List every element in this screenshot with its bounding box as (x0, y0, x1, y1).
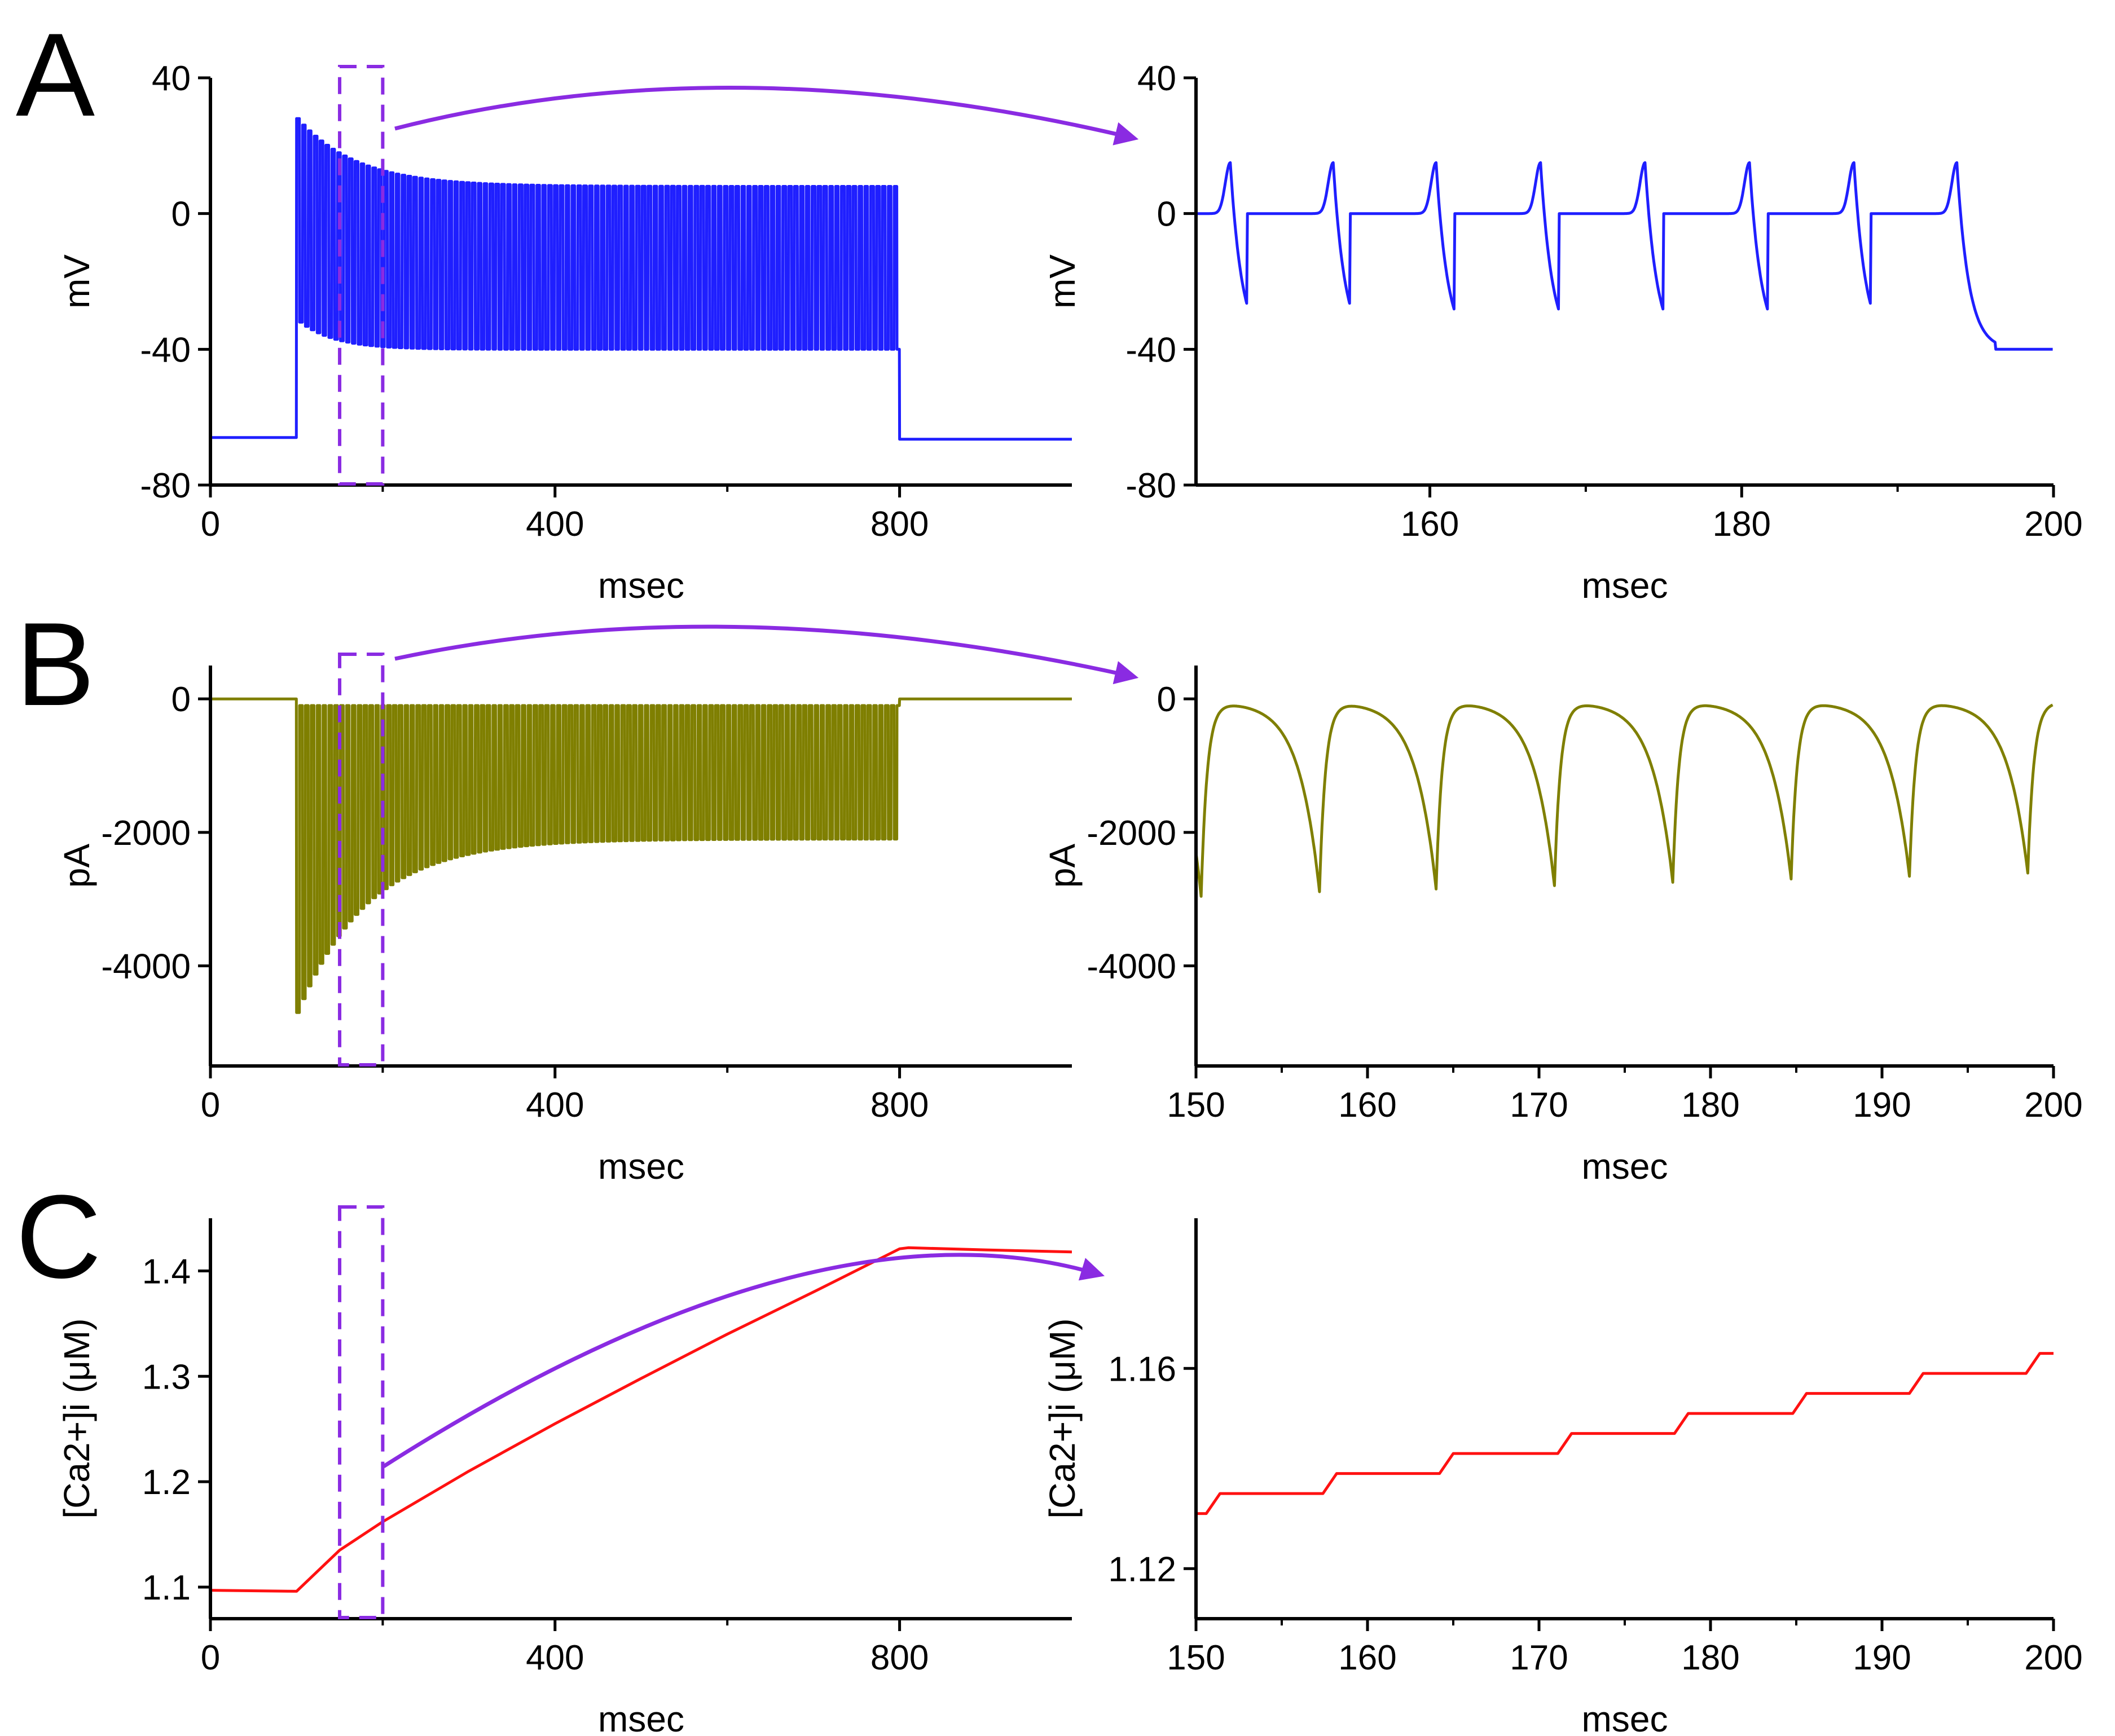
x-tick-label: 190 (1853, 1086, 1911, 1125)
y-axis-title: [Ca2+]i (μM) (56, 1318, 97, 1518)
y-tick-label: -40 (1125, 331, 1176, 369)
y-tick-label: 40 (152, 59, 191, 98)
x-tick-label: 160 (1338, 1086, 1396, 1125)
y-axis-title: pA (1042, 844, 1083, 888)
x-tick-label: 180 (1681, 1638, 1739, 1677)
x-tick-label: 0 (201, 505, 220, 544)
x-tick-label: 400 (526, 1638, 584, 1677)
plot-b-right: 150 160 170 180 190 200 0 -2000 -4000 msec pA (1042, 666, 2083, 1187)
y-tick-label: 1.3 (142, 1358, 191, 1396)
y-tick-label: -80 (1125, 466, 1176, 505)
x-tick-label: 150 (1167, 1086, 1225, 1125)
series-line-c-right (1196, 1352, 2054, 1515)
plot-c-right: 150 160 170 180 190 200 1.12 1.16 msec [Ca2+]i (μ… (1042, 1218, 2083, 1736)
x-tick-label: 160 (1338, 1638, 1396, 1677)
x-axis-title: msec (1582, 1699, 1668, 1736)
x-axis-title: msec (598, 565, 684, 606)
x-tick-label: 800 (870, 505, 929, 544)
x-axis-title: msec (598, 1699, 684, 1736)
y-tick-label: 1.2 (142, 1463, 191, 1502)
x-tick-label: 170 (1510, 1638, 1568, 1677)
series-line-a-right (1196, 161, 2054, 351)
y-tick-label: -4000 (101, 948, 191, 986)
x-tick-label: 190 (1853, 1638, 1911, 1677)
y-tick-label: -4000 (1087, 948, 1176, 986)
y-tick-label: -40 (140, 331, 191, 369)
y-axis-title: pA (56, 844, 97, 888)
plot-b-left: 0 400 800 0 -2000 -4000 msec pA (56, 653, 1072, 1187)
series-line-b-right (1196, 703, 2054, 898)
plot-c-left: 0 400 800 1.1 1.2 1.3 1.4 msec [Ca2+]i (μM) (56, 1205, 1072, 1736)
x-axis-title: msec (1582, 565, 1668, 606)
y-tick-label: 40 (1137, 59, 1176, 98)
zoom-arrow-a (394, 86, 1139, 146)
y-tick-label: -80 (140, 466, 191, 505)
x-tick-label: 180 (1713, 505, 1771, 544)
panel-letter-b: B (16, 598, 95, 730)
x-tick-label: 150 (1167, 1638, 1225, 1677)
y-tick-label: 1.4 (142, 1252, 191, 1291)
x-axis-title: msec (598, 1146, 684, 1187)
x-tick-label: 180 (1681, 1086, 1739, 1125)
zoom-window-box (338, 653, 385, 1067)
x-tick-label: 170 (1510, 1086, 1568, 1125)
x-tick-label: 400 (526, 505, 584, 544)
y-tick-label: 0 (1157, 195, 1176, 234)
zoom-window-box (338, 65, 385, 486)
series-line-a-left (210, 117, 1072, 441)
zoom-arrow-b (394, 624, 1139, 685)
plot-a-right: 160 180 200 40 0 -40 -80 msec mV (1042, 59, 2083, 606)
y-tick-label: -2000 (101, 814, 191, 853)
y-tick-label: -2000 (1087, 814, 1176, 853)
series-line-c-left (210, 1246, 1072, 1593)
y-axis-title: mV (56, 254, 97, 309)
zoom-window-box (338, 1205, 385, 1619)
x-tick-label: 200 (2024, 1086, 2082, 1125)
x-tick-label: 0 (201, 1086, 220, 1125)
zoom-arrow-c (382, 1253, 1105, 1468)
x-tick-label: 800 (870, 1086, 929, 1125)
x-tick-label: 800 (870, 1638, 929, 1677)
panel-letter-c: C (16, 1170, 102, 1303)
x-tick-label: 400 (526, 1086, 584, 1125)
y-tick-label: 0 (1157, 680, 1176, 719)
x-tick-label: 200 (2024, 505, 2082, 544)
x-tick-label: 200 (2024, 1638, 2082, 1677)
y-tick-label: 1.1 (142, 1568, 191, 1607)
y-axis-title: [Ca2+]i (μM) (1042, 1318, 1083, 1518)
x-tick-label: 0 (201, 1638, 220, 1677)
x-tick-label: 160 (1401, 505, 1459, 544)
y-tick-label: 0 (172, 195, 191, 234)
x-axis-title: msec (1582, 1146, 1668, 1187)
y-tick-label: 0 (172, 680, 191, 719)
panel-letter-a: A (16, 8, 95, 141)
y-tick-label: 1.16 (1108, 1350, 1176, 1389)
y-axis-title: mV (1042, 254, 1083, 309)
y-tick-label: 1.12 (1108, 1550, 1176, 1589)
series-line-b-left (210, 697, 1072, 1014)
